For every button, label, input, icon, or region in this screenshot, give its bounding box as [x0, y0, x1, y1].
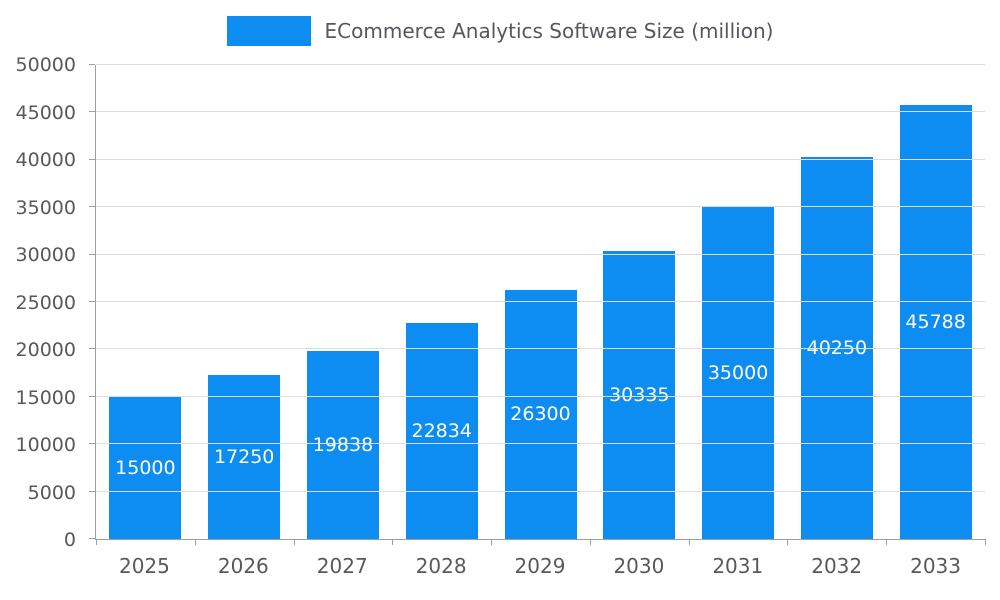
bar-value-label: 30335	[609, 384, 670, 407]
y-tickmark	[89, 490, 95, 492]
y-axis-label: 10000	[15, 434, 76, 456]
bars-container: 15000 17250 19838 22834 26300 30335 35000 40250…	[96, 65, 985, 539]
x-tickmark	[194, 539, 196, 545]
legend-label: ECommerce Analytics Software Size (milli…	[324, 19, 774, 43]
bar-value-label: 22834	[411, 419, 472, 442]
bar-slot: 19838	[294, 65, 393, 539]
gridline	[96, 301, 985, 302]
y-tickmark	[89, 538, 95, 539]
bar-2032[interactable]: 40250	[800, 157, 873, 539]
gridline	[96, 443, 985, 445]
x-tickmark	[886, 539, 888, 545]
gridline	[96, 64, 985, 65]
y-axis-label: 5000	[27, 481, 76, 504]
y-tickmark	[89, 206, 95, 208]
y-axis-label: 30000	[15, 244, 76, 266]
x-axis-label: 2033	[910, 554, 962, 578]
y-axis-label: 45000	[15, 101, 76, 124]
y-axis-label: 35000	[15, 196, 76, 219]
y-tickmark	[89, 301, 95, 302]
bar-value-label: 26300	[510, 403, 571, 426]
x-tickmark	[787, 539, 789, 545]
bar-slot: 45788	[886, 65, 985, 539]
y-axis: 0 5000 10000 15000 20000 25000 30000 35000 40000…	[0, 54, 88, 551]
bar-2033[interactable]: 45788	[899, 104, 972, 539]
x-tickmark	[293, 539, 295, 545]
bar-value-label: 35000	[707, 362, 769, 385]
y-axis-label: 50000	[15, 54, 76, 76]
y-axis-label: 40000	[15, 149, 76, 171]
bar-2026[interactable]: 17250	[208, 375, 281, 539]
gridline	[96, 206, 985, 208]
bar-2028[interactable]: 22834	[405, 322, 478, 539]
gridline	[96, 253, 985, 255]
x-axis-label: 2030	[613, 554, 665, 578]
x-tickmark	[589, 539, 591, 545]
x-axis-label: 2025	[118, 554, 170, 578]
gridline	[96, 158, 985, 160]
chart-legend[interactable]: ECommerce Analytics Software Size (milli…	[0, 16, 1000, 46]
y-tickmark	[89, 443, 95, 445]
bar-2031[interactable]: 35000	[702, 207, 775, 539]
y-axis-label: 20000	[15, 339, 76, 361]
bar-value-label: 45788	[905, 310, 966, 333]
x-tickmark	[96, 539, 97, 545]
bar-slot: 26300	[491, 65, 590, 539]
y-axis-label: 15000	[15, 386, 76, 409]
gridline	[96, 490, 985, 492]
plot-area: 15000 17250 19838 22834 26300 30335 35000 40250…	[89, 64, 986, 545]
legend-swatch	[226, 16, 311, 46]
bar-value-label: 40250	[806, 337, 868, 360]
bar-slot: 30335	[590, 65, 689, 539]
bar-value-label: 15000	[115, 456, 176, 479]
x-axis-label: 2031	[712, 554, 764, 578]
bar-value-label: 17250	[213, 446, 275, 469]
bar-2025[interactable]: 15000	[109, 396, 182, 539]
y-tickmark	[89, 253, 95, 255]
y-tickmark	[89, 158, 95, 160]
y-tickmark	[89, 64, 95, 65]
gridline	[96, 111, 985, 113]
y-tickmark	[89, 111, 95, 113]
x-axis-label: 2029	[514, 554, 566, 578]
x-axis-label: 2027	[316, 554, 368, 578]
x-axis-label: 2032	[811, 554, 863, 578]
bar-2027[interactable]: 19838	[306, 350, 379, 539]
x-tickmark	[688, 539, 690, 545]
x-axis: 2025 2026 2027 2028 2029 2030 2031 2032 2033	[95, 548, 985, 580]
bar-2029[interactable]: 26300	[504, 289, 577, 539]
bar-slot: 22834	[392, 65, 491, 539]
y-tickmark	[89, 348, 95, 350]
x-tickmark	[491, 539, 493, 545]
x-axis-label: 2028	[415, 554, 467, 578]
gridline	[96, 395, 985, 397]
x-axis-label: 2026	[217, 554, 269, 578]
bar-slot: 40250	[787, 65, 886, 539]
bar-value-label: 19838	[312, 433, 374, 456]
y-tickmark	[89, 395, 95, 397]
x-tickmark	[392, 539, 394, 545]
bar-slot: 15000	[96, 65, 195, 539]
bar-slot: 17250	[195, 65, 294, 539]
x-tickmark	[985, 539, 986, 545]
bar-slot: 35000	[689, 65, 788, 539]
y-axis-label: 25000	[15, 291, 76, 314]
gridline	[96, 348, 985, 350]
y-axis-label: 0	[63, 529, 76, 551]
